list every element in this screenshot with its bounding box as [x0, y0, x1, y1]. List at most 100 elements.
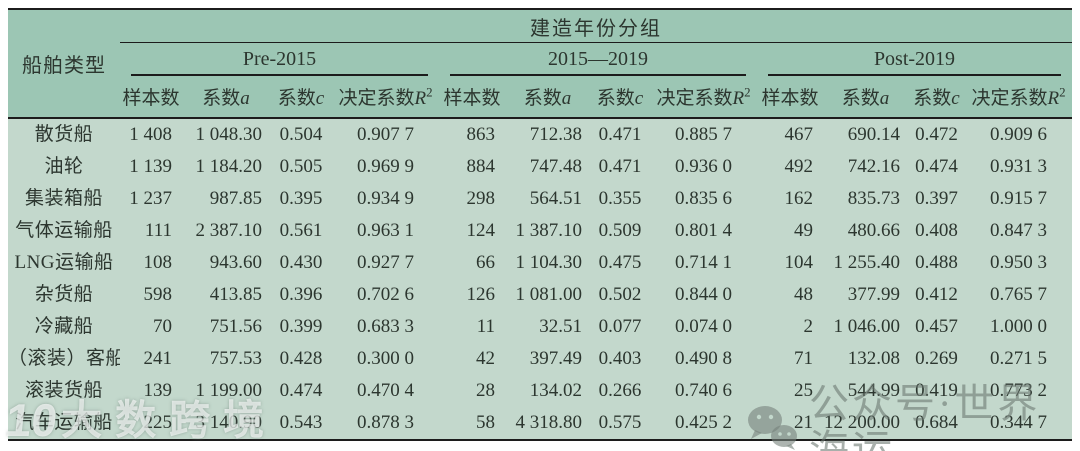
value-cell: 0.395: [279, 188, 323, 209]
value-cell: 377.99: [847, 284, 900, 305]
value-cell: 0.885 7: [675, 124, 732, 145]
value-cell: 25: [794, 380, 813, 401]
value-cell: 0.878 3: [357, 412, 414, 433]
value-cell: 712.38: [529, 124, 582, 145]
value-cell: 564.51: [529, 188, 582, 209]
value-cell: 21: [794, 412, 813, 433]
value-cell: 0.963 1: [357, 220, 414, 241]
col-header-coef-c-1: 系数c: [270, 76, 332, 119]
value-cell: 11: [476, 316, 495, 337]
value-cell: 0.488: [915, 252, 958, 273]
value-cell: 492: [784, 156, 814, 177]
value-cell: 0.399: [279, 316, 323, 337]
value-cell: 1 387.10: [515, 220, 583, 241]
value-cell: 0.475: [598, 252, 642, 273]
table-row: （滚装）客船 241 757.53 0.428 0.300 0 42 397.49 0.403…: [8, 343, 1072, 375]
value-cell: 1 184.20: [195, 156, 263, 177]
table-body: 散货船 1 408 1 048.30 0.504 0.907 7 863 712.38 0.4…: [8, 118, 1072, 440]
value-cell: 397.49: [529, 348, 582, 369]
value-cell: 413.85: [209, 284, 262, 305]
value-cell: 48: [794, 284, 813, 305]
top-header-year-group: 建造年份分组: [120, 9, 1072, 43]
ship-type-label: 冷藏船: [34, 316, 94, 337]
value-cell: 987.85: [209, 188, 262, 209]
value-cell: 598: [143, 284, 173, 305]
value-cell: 742.16: [847, 156, 900, 177]
value-cell: 0.502: [598, 284, 642, 305]
value-cell: 0.344 7: [990, 412, 1047, 433]
value-cell: 71: [794, 348, 813, 369]
value-cell: 1 081.00: [515, 284, 583, 305]
value-cell: 1 046.00: [833, 316, 901, 337]
table-row: 冷藏船 70 751.56 0.399 0.683 3 11 32.51 0.077 0.074…: [8, 311, 1072, 343]
value-cell: 467: [784, 124, 814, 145]
value-cell: 0.419: [915, 380, 958, 401]
value-cell: 0.509: [598, 220, 642, 241]
value-cell: 884: [466, 156, 496, 177]
value-cell: 1 048.30: [195, 124, 263, 145]
value-cell: 1 199.00: [195, 380, 263, 401]
value-cell: 2: [803, 316, 814, 337]
value-cell: 0.765 7: [990, 284, 1047, 305]
ship-type-label: （滚装）客船: [8, 348, 120, 369]
value-cell: 0.470 4: [357, 380, 414, 401]
value-cell: 0.561: [279, 220, 323, 241]
table-row: 油轮 1 139 1 184.20 0.505 0.969 9 884 747.48 0.47…: [8, 151, 1072, 183]
value-cell: 0.396: [279, 284, 323, 305]
ship-regression-table: 船舶类型 建造年份分组 Pre-2015 2015—2019 Post-2019…: [8, 8, 1072, 441]
value-cell: 111: [144, 220, 172, 241]
ship-type-label: 滚装货船: [24, 380, 103, 401]
table-row: 气体运输船 111 2 387.10 0.561 0.963 1 124 1 387.10 0…: [8, 215, 1072, 247]
value-cell: 42: [476, 348, 495, 369]
value-cell: 0.936 0: [675, 156, 732, 177]
value-cell: 0.683 3: [357, 316, 414, 337]
value-cell: 139: [143, 380, 173, 401]
value-cell: 58: [476, 412, 495, 433]
value-cell: 0.740 6: [675, 380, 732, 401]
value-cell: 0.425 2: [675, 412, 732, 433]
ship-type-label: 气体运输船: [15, 220, 113, 241]
value-cell: 863: [466, 124, 496, 145]
col-header-coef-a-3: 系数a: [823, 76, 908, 119]
col-header-coef-c-3: 系数c: [908, 76, 965, 119]
value-cell: 1 255.40: [833, 252, 901, 273]
value-cell: 70: [153, 316, 172, 337]
table-row: 汽车运输船 225 3 140.90 0.543 0.878 3 58 4 318.80 0.…: [8, 407, 1072, 440]
value-cell: 0.355: [598, 188, 642, 209]
ship-type-label: 油轮: [44, 156, 84, 177]
value-cell: 298: [466, 188, 496, 209]
value-cell: 0.909 6: [990, 124, 1047, 145]
value-cell: 0.927 7: [357, 252, 414, 273]
value-cell: 0.934 9: [357, 188, 414, 209]
value-cell: 0.474: [279, 380, 323, 401]
col-header-coef-a-1: 系数a: [182, 76, 270, 119]
value-cell: 1 237: [129, 188, 172, 209]
value-cell: 0.969 9: [357, 156, 414, 177]
value-cell: 0.457: [915, 316, 958, 337]
value-cell: 0.266: [598, 380, 642, 401]
value-cell: 0.471: [598, 124, 642, 145]
group-header-post-2019: Post-2019: [757, 42, 1072, 76]
value-cell: 0.412: [915, 284, 958, 305]
value-cell: 0.714 1: [675, 252, 732, 273]
value-cell: 1 408: [129, 124, 172, 145]
value-cell: 0.575: [598, 412, 642, 433]
value-cell: 544.99: [847, 380, 900, 401]
value-cell: 0.471: [598, 156, 642, 177]
value-cell: 1 104.30: [515, 252, 583, 273]
value-cell: 0.403: [598, 348, 642, 369]
value-cell: 0.801 4: [675, 220, 732, 241]
value-cell: 751.56: [209, 316, 262, 337]
value-cell: 0.844 0: [675, 284, 732, 305]
value-cell: 3 140.90: [195, 412, 263, 433]
value-cell: 241: [143, 348, 173, 369]
group-header-pre-2015: Pre-2015: [120, 42, 439, 76]
value-cell: 12 200.00: [824, 412, 900, 433]
value-cell: 0.702 6: [357, 284, 414, 305]
ship-type-label: 汽车运输船: [15, 412, 113, 433]
value-cell: 0.430: [279, 252, 323, 273]
value-cell: 132.08: [847, 348, 900, 369]
value-cell: 747.48: [529, 156, 582, 177]
table-row: 杂货船 598 413.85 0.396 0.702 6 126 1 081.00 0.502…: [8, 279, 1072, 311]
value-cell: 0.543: [279, 412, 323, 433]
